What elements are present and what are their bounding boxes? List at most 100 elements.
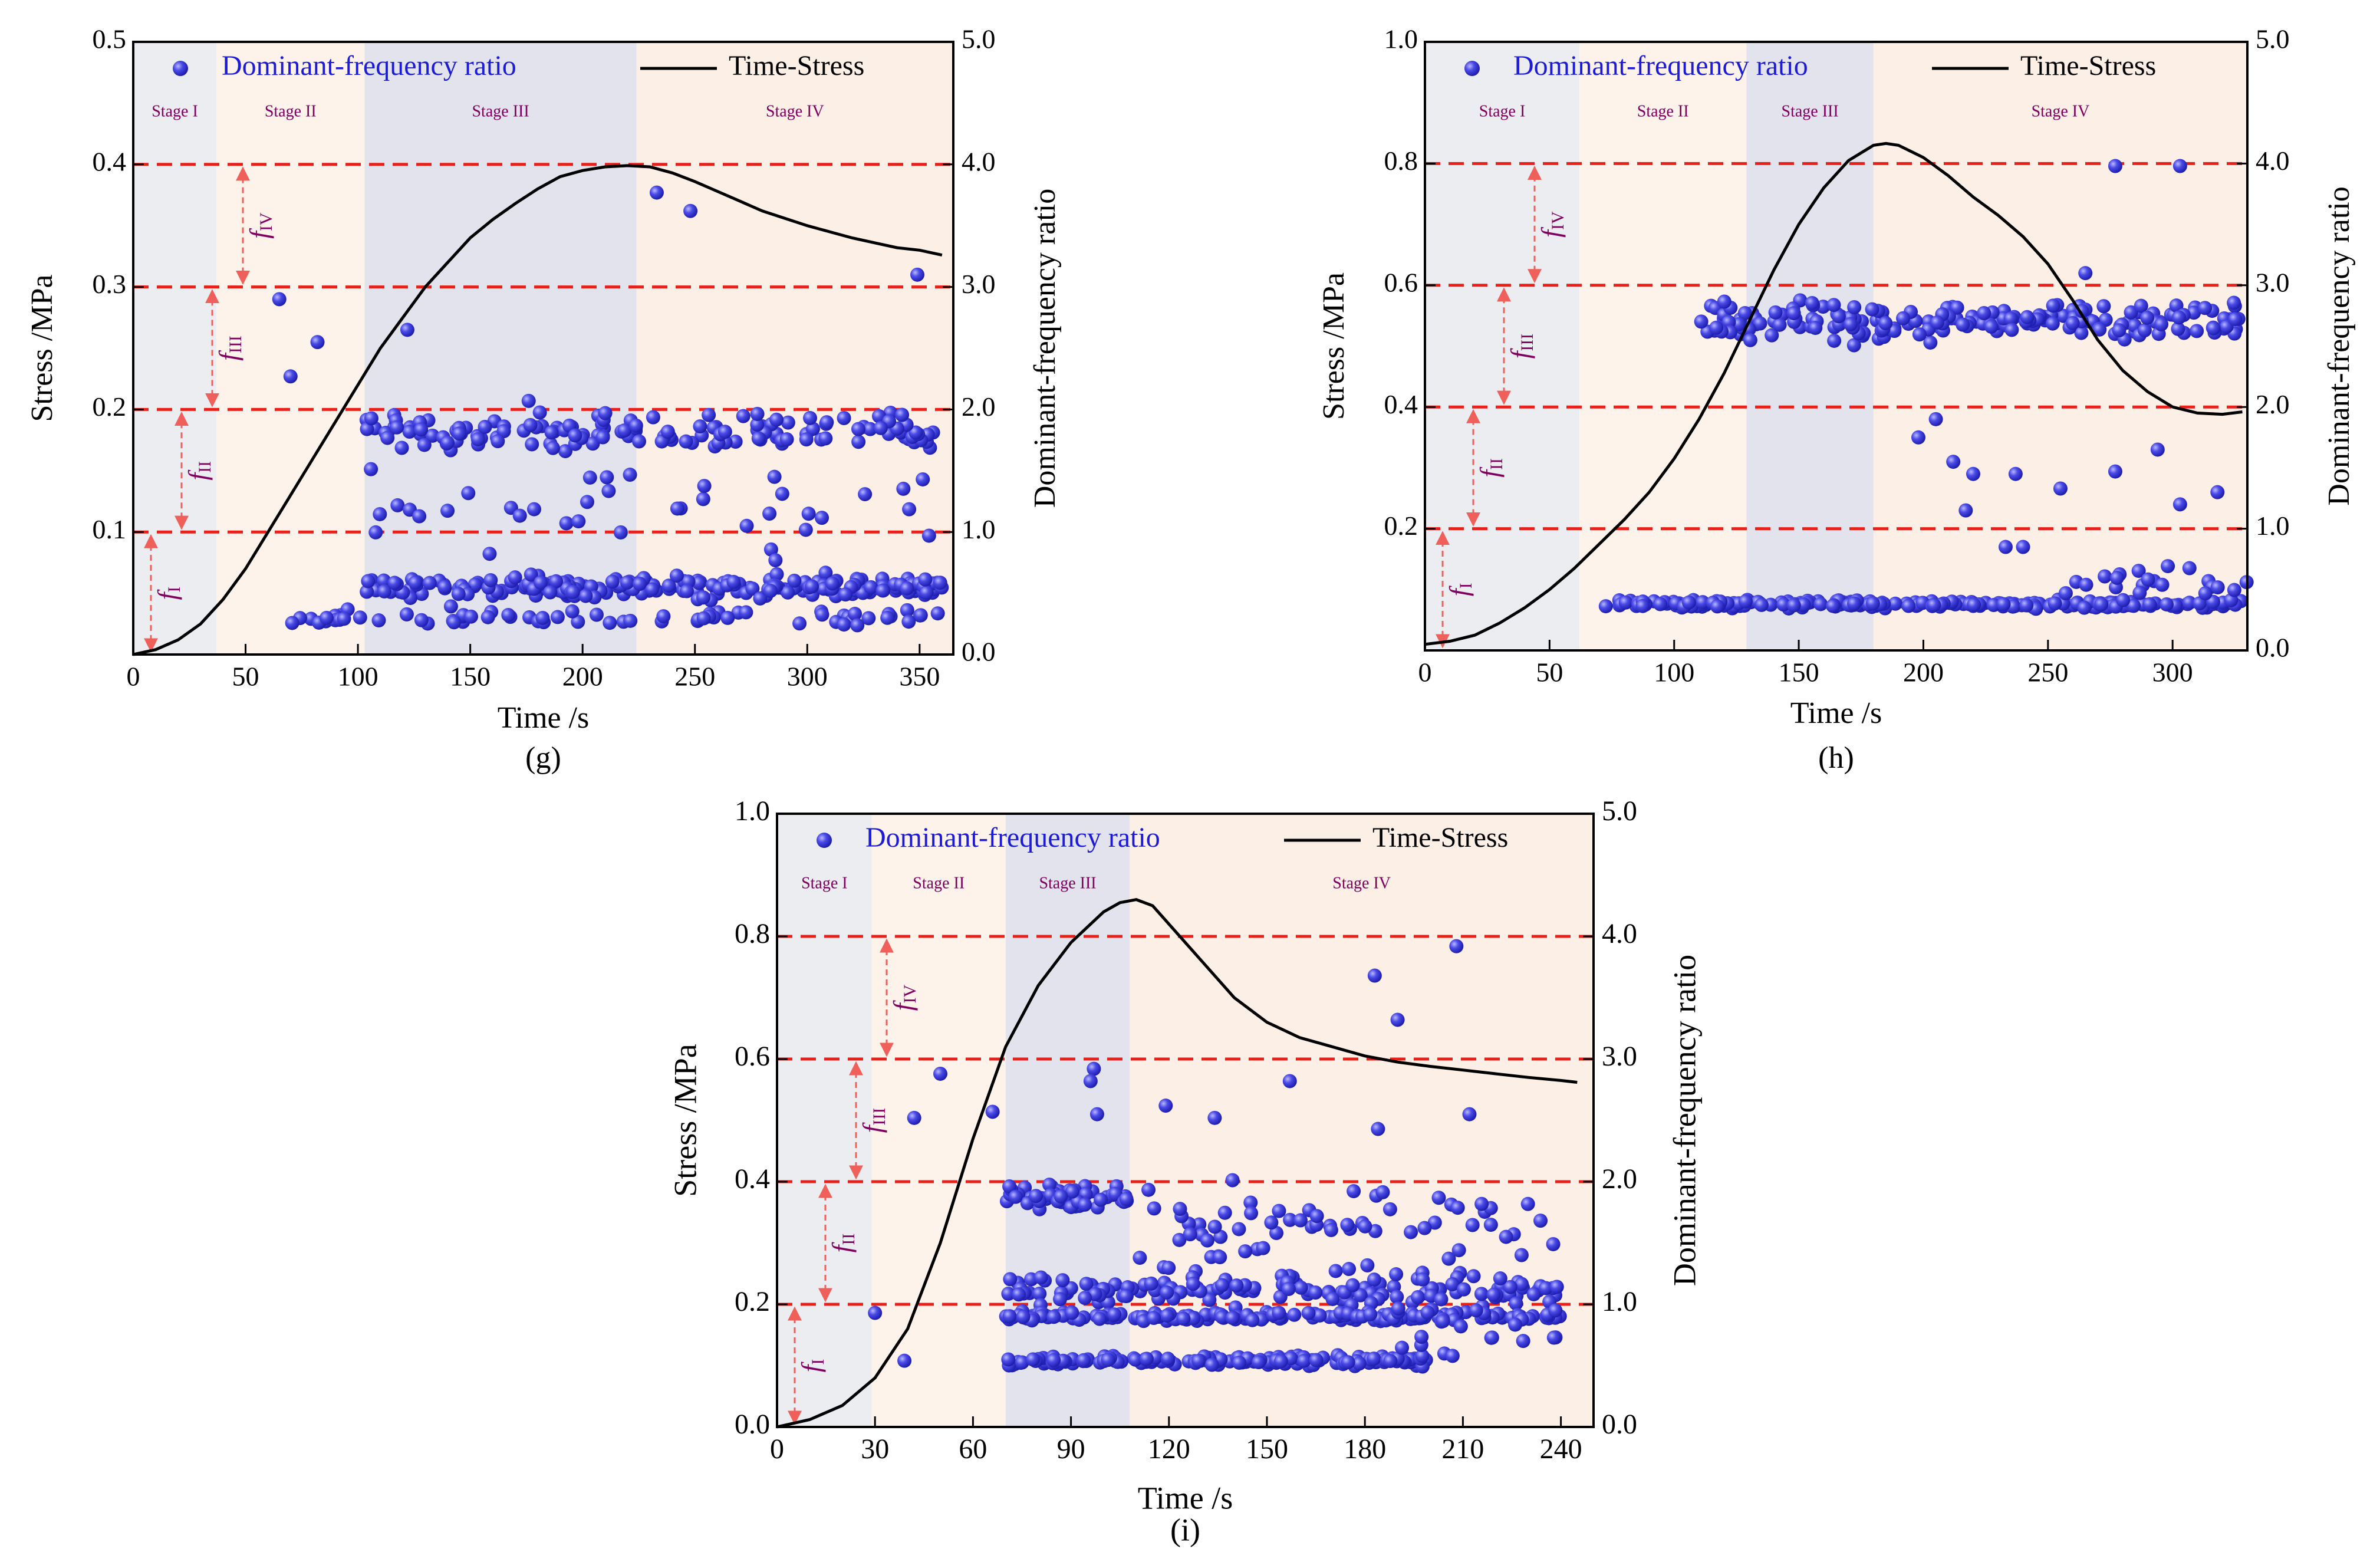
scatter-point: [696, 590, 711, 605]
scatter-point: [480, 610, 495, 624]
scatter-point: [580, 495, 594, 509]
scatter-point: [750, 406, 765, 421]
scatter-point: [916, 472, 930, 486]
scatter-point: [1173, 1202, 1187, 1216]
scatter-point: [482, 547, 497, 561]
scatter-point: [2003, 311, 2018, 326]
scatter-point: [1928, 412, 1943, 426]
scatter-point: [1901, 599, 1916, 613]
scatter-point: [526, 502, 541, 517]
scatter-point: [762, 506, 777, 521]
scatter-point: [1996, 597, 2011, 611]
scatter-point: [373, 507, 387, 521]
scatter-point: [2124, 305, 2138, 320]
scatter-point: [468, 577, 482, 592]
scatter-point: [2046, 298, 2060, 313]
y-right-tick-label: 4.0: [1602, 918, 1637, 949]
scatter-point: [753, 591, 768, 606]
scatter-point: [2108, 464, 2122, 479]
scatter-point: [819, 415, 834, 430]
scatter-point: [2094, 597, 2109, 611]
x-tick-label: 90: [1057, 1433, 1085, 1465]
scatter-point: [1417, 1221, 1432, 1235]
scatter-point: [272, 292, 287, 307]
scatter-point: [1312, 1308, 1327, 1323]
scatter-point: [679, 584, 694, 599]
f-subscript: II: [1487, 458, 1506, 470]
scatter-point: [692, 576, 706, 590]
scatter-point: [2079, 577, 2093, 592]
scatter-point: [1325, 1291, 1340, 1306]
x-tick-label: 30: [861, 1433, 889, 1465]
y-left-tick-label: 0.8: [735, 918, 770, 949]
x-axis-label: Time /s: [1138, 1480, 1233, 1515]
scatter-point: [400, 323, 414, 337]
scatter-point: [1200, 1233, 1214, 1248]
scatter-point: [2140, 310, 2155, 325]
scatter-point: [2053, 481, 2068, 496]
stage-band-2: [871, 814, 1006, 1427]
scatter-point: [1176, 1311, 1191, 1326]
scatter-point: [559, 516, 574, 531]
scatter-point: [1516, 1334, 1530, 1349]
stage-label: Stage IV: [766, 102, 824, 120]
scatter-point: [1420, 1305, 1435, 1320]
scatter-point: [2154, 317, 2169, 331]
scatter-point: [601, 484, 616, 498]
scatter-point: [2142, 597, 2157, 611]
scatter-point: [2171, 310, 2186, 325]
scatter-point: [1493, 1271, 1507, 1286]
y-left-tick-label: 0.3: [93, 269, 127, 299]
scatter-series: [868, 939, 1567, 1374]
scatter-point: [2112, 323, 2126, 338]
scatter-series: [272, 185, 949, 633]
scatter-point: [1324, 1223, 1338, 1238]
scatter-point: [1416, 1272, 1430, 1287]
stage-label: Stage III: [1039, 874, 1096, 892]
scatter-point: [620, 575, 634, 590]
stage-label: Stage I: [1479, 102, 1526, 120]
scatter-point: [549, 574, 564, 588]
scatter-point: [1474, 1196, 1489, 1211]
scatter-point: [868, 1305, 883, 1320]
scatter-point: [1158, 1099, 1173, 1113]
plot-frame: [1424, 41, 2249, 652]
panel-label: (g): [525, 741, 561, 775]
scatter-point: [745, 581, 760, 596]
scatter-point: [1956, 317, 1970, 332]
scatter-point: [512, 508, 527, 523]
scatter-point: [595, 430, 610, 445]
scatter-point: [1213, 1250, 1227, 1265]
scatter-point: [767, 469, 782, 484]
scatter-point: [1826, 298, 1841, 313]
scatter-point: [1160, 1308, 1174, 1323]
scatter-point: [582, 470, 597, 485]
scatter-point: [361, 574, 376, 588]
x-tick-label: 250: [2027, 657, 2068, 688]
stage-label: Stage IV: [1332, 874, 1391, 892]
scatter-point: [1293, 1280, 1308, 1295]
scatter-point: [2182, 596, 2197, 610]
scatter-point: [2077, 600, 2092, 615]
f-subscript: III: [870, 1108, 889, 1126]
scatter-point: [1709, 320, 1724, 335]
y-right-tick-label: 3.0: [962, 269, 996, 299]
scatter-point: [632, 434, 647, 449]
scatter-point: [1341, 1355, 1355, 1370]
scatter-point: [1273, 1354, 1288, 1369]
scatter-point: [1046, 1310, 1061, 1324]
scatter-point: [1923, 335, 1938, 350]
scatter-point: [600, 470, 614, 485]
x-tick-label: 100: [1654, 657, 1694, 688]
scatter-point: [478, 419, 492, 434]
legend-scatter-label: Dominant-frequency ratio: [1513, 50, 1808, 81]
scatter-point: [1737, 305, 1752, 320]
scatter-point: [1765, 328, 1779, 343]
plot-frame: [776, 813, 1595, 1428]
scatter-point: [1754, 597, 1769, 612]
scatter-point: [1308, 1285, 1323, 1300]
y-right-axis-label: Dominant-frequency ratio: [1667, 955, 1702, 1286]
scatter-point: [2210, 485, 2225, 499]
scatter-point: [1232, 1222, 1246, 1237]
scatter-point: [1016, 1310, 1031, 1324]
